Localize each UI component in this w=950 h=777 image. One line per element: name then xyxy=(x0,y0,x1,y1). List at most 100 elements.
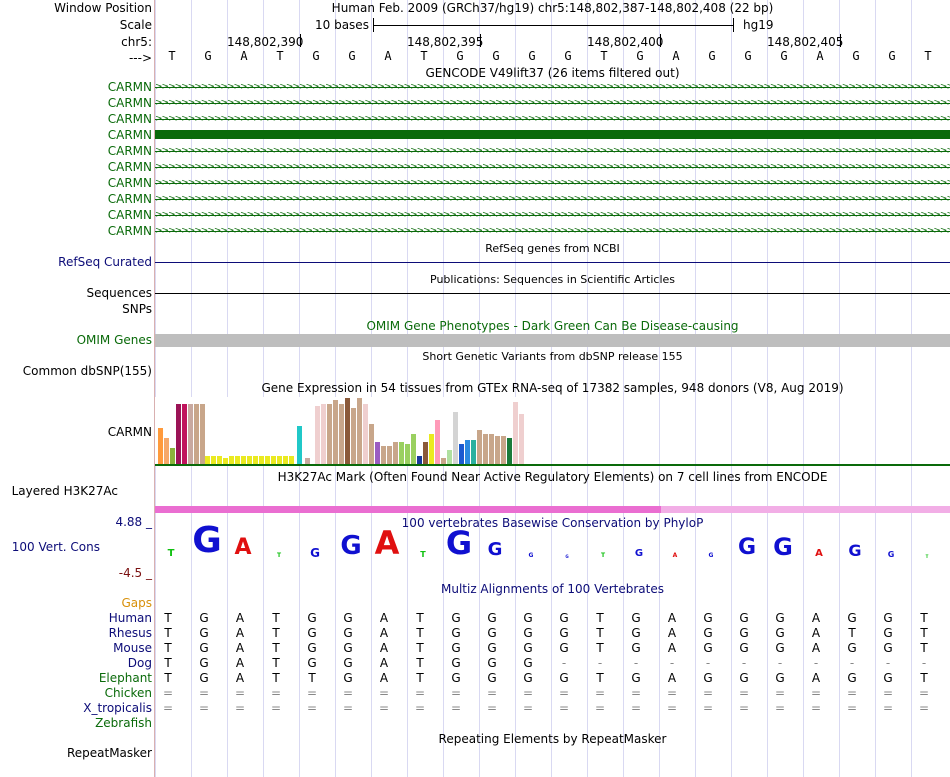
gene-intron-line[interactable] xyxy=(155,103,950,104)
snps-label[interactable]: SNPs xyxy=(122,302,152,316)
gene-label[interactable]: CARMN xyxy=(107,144,152,158)
gtex-tissue-bar[interactable] xyxy=(381,446,386,464)
phylop-label[interactable]: 100 Vert. Cons xyxy=(11,540,100,554)
gtex-tissue-bar[interactable] xyxy=(259,456,264,464)
gene-label[interactable]: CARMN xyxy=(107,176,152,190)
gene-label[interactable]: CARMN xyxy=(107,128,152,142)
omim-bar[interactable] xyxy=(155,334,950,347)
gtex-tissue-bar[interactable] xyxy=(459,444,464,464)
gtex-tissue-bar[interactable] xyxy=(339,404,344,464)
gtex-tissue-bar[interactable] xyxy=(217,456,222,464)
gtex-tissue-bar[interactable] xyxy=(435,420,440,464)
gtex-tissue-bar[interactable] xyxy=(321,404,326,464)
gtex-tissue-bar[interactable] xyxy=(405,444,410,464)
gene-label[interactable]: CARMN xyxy=(107,96,152,110)
gtex-tissue-bar[interactable] xyxy=(417,456,422,464)
gtex-tissue-bar[interactable] xyxy=(333,400,338,464)
gtex-tissue-bar[interactable] xyxy=(188,404,193,464)
gtex-tissue-bar[interactable] xyxy=(501,436,506,464)
gene-intron-line[interactable] xyxy=(155,183,950,184)
species-label[interactable]: Chicken xyxy=(104,686,152,700)
h3k27ac-label[interactable]: Layered H3K27Ac xyxy=(11,484,118,498)
gene-label[interactable]: CARMN xyxy=(107,80,152,94)
gtex-tissue-bar[interactable] xyxy=(170,448,175,464)
gtex-tissue-bar[interactable] xyxy=(507,438,512,464)
species-label[interactable]: Rhesus xyxy=(108,626,152,640)
gtex-tissue-bar[interactable] xyxy=(351,408,356,464)
gtex-tissue-bar[interactable] xyxy=(477,430,482,464)
tracks-area[interactable]: Human Feb. 2009 (GRCh37/hg19) chr5:148,8… xyxy=(155,0,950,777)
species-label[interactable]: Zebrafish xyxy=(95,716,152,730)
species-label[interactable]: Mouse xyxy=(113,641,152,655)
gtex-tissue-bar[interactable] xyxy=(289,456,294,464)
gtex-tissue-bar[interactable] xyxy=(305,458,310,464)
gtex-tissue-bar[interactable] xyxy=(194,404,199,464)
gtex-tissue-bar[interactable] xyxy=(345,398,350,464)
gtex-tissue-bar[interactable] xyxy=(471,440,476,464)
gtex-tissue-bar[interactable] xyxy=(369,424,374,464)
gene-intron-line[interactable] xyxy=(155,151,950,152)
species-label[interactable]: Dog xyxy=(127,656,152,670)
gtex-tissue-bar[interactable] xyxy=(483,434,488,464)
gtex-tissue-bar[interactable] xyxy=(176,404,181,464)
gene-intron-line[interactable] xyxy=(155,167,950,168)
gtex-tissue-bar[interactable] xyxy=(265,456,270,464)
gtex-tissue-bar[interactable] xyxy=(327,404,332,464)
omim-label[interactable]: OMIM Genes xyxy=(76,333,152,347)
gtex-tissue-bar[interactable] xyxy=(357,398,362,464)
gtex-tissue-bar[interactable] xyxy=(241,456,246,464)
gtex-label[interactable]: CARMN xyxy=(107,425,152,439)
gtex-tissue-bar[interactable] xyxy=(182,404,187,464)
gene-intron-line[interactable] xyxy=(155,215,950,216)
gene-label[interactable]: CARMN xyxy=(107,208,152,222)
gtex-tissue-bar[interactable] xyxy=(465,440,470,464)
h3k27ac-signal[interactable] xyxy=(155,506,661,513)
gtex-tissue-bar[interactable] xyxy=(164,438,169,464)
chrom-label[interactable]: chr5: xyxy=(121,35,152,49)
gtex-tissue-bar[interactable] xyxy=(423,442,428,464)
gene-exon-bar[interactable] xyxy=(155,130,950,139)
gtex-tissue-bar[interactable] xyxy=(441,458,446,464)
publications-line[interactable] xyxy=(155,293,950,294)
species-label[interactable]: Human xyxy=(108,611,152,625)
gtex-tissue-bar[interactable] xyxy=(513,402,518,464)
species-label[interactable]: Elephant xyxy=(98,671,152,685)
publications-label[interactable]: Sequences xyxy=(86,286,152,300)
gene-label[interactable]: CARMN xyxy=(107,160,152,174)
gtex-tissue-bar[interactable] xyxy=(247,456,252,464)
gtex-tissue-bar[interactable] xyxy=(205,456,210,464)
gene-intron-line[interactable] xyxy=(155,119,950,120)
gtex-tissue-bar[interactable] xyxy=(223,458,228,464)
gtex-tissue-bar[interactable] xyxy=(200,404,205,464)
scale-label[interactable]: Scale xyxy=(119,18,152,32)
gtex-tissue-bar[interactable] xyxy=(489,434,494,464)
gtex-tissue-bar[interactable] xyxy=(277,456,282,464)
gtex-tissue-bar[interactable] xyxy=(253,456,258,464)
gtex-tissue-bar[interactable] xyxy=(315,406,320,464)
gtex-tissue-bar[interactable] xyxy=(363,404,368,464)
gtex-tissue-bar[interactable] xyxy=(399,442,404,464)
dbsnp-label[interactable]: Common dbSNP(155) xyxy=(22,364,152,378)
gtex-tissue-bar[interactable] xyxy=(393,442,398,464)
gtex-tissue-bar[interactable] xyxy=(375,442,380,464)
gtex-tissue-bar[interactable] xyxy=(235,456,240,464)
gene-label[interactable]: CARMN xyxy=(107,224,152,238)
repeatmasker-label[interactable]: RepeatMasker xyxy=(66,746,152,760)
refseq-gene-line[interactable] xyxy=(155,262,950,263)
gtex-bar-chart[interactable] xyxy=(155,396,950,468)
gtex-tissue-bar[interactable] xyxy=(429,434,434,464)
gene-label[interactable]: CARMN xyxy=(107,192,152,206)
gtex-tissue-bar[interactable] xyxy=(271,456,276,464)
gtex-tissue-bar[interactable] xyxy=(447,450,452,464)
gene-intron-line[interactable] xyxy=(155,87,950,88)
gtex-tissue-bar[interactable] xyxy=(158,428,163,464)
gtex-tissue-bar[interactable] xyxy=(297,426,302,464)
gtex-tissue-bar[interactable] xyxy=(495,436,500,464)
gtex-tissue-bar[interactable] xyxy=(387,446,392,464)
gtex-tissue-bar[interactable] xyxy=(229,456,234,464)
gtex-tissue-bar[interactable] xyxy=(519,414,524,464)
strand-label[interactable]: ---> xyxy=(128,51,152,65)
window-position-label[interactable]: Window Position xyxy=(54,1,152,15)
gtex-tissue-bar[interactable] xyxy=(453,412,458,464)
